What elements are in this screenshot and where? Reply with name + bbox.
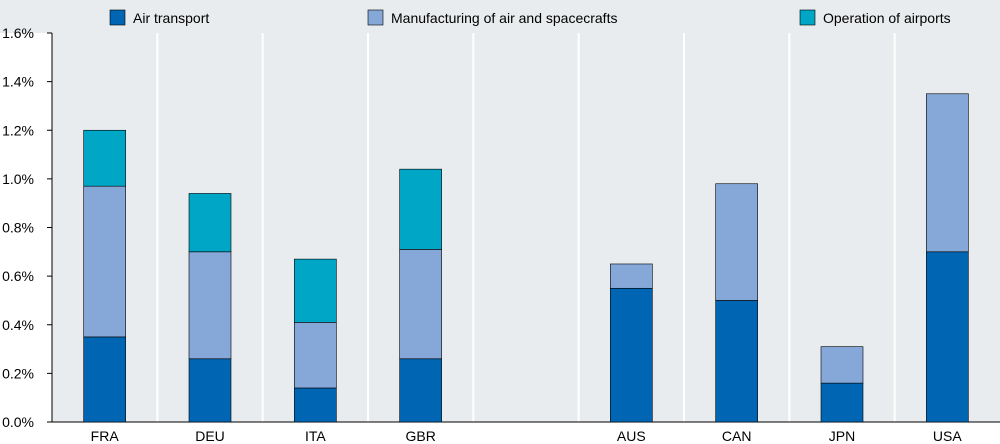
bar-aus-series-1 [610,287,653,423]
x-tick-label-jpn: JPN [829,428,855,444]
bar-usa-series-2 [926,93,969,253]
bar-can-series-2 [715,183,758,301]
bar-usa-series-1 [926,251,969,423]
bar-aus-series-2 [610,263,653,289]
bar-fra-series-1 [83,336,126,423]
y-tick-label: 1.2% [2,122,34,138]
bar-ita-series-2 [294,322,337,389]
bar-gbr-series-2 [399,249,442,360]
legend-background [0,0,1000,33]
y-tick-label: 0.6% [2,268,34,284]
bar-can-series-1 [715,300,758,423]
y-tick-label: 0.0% [2,414,34,430]
bar-jpn-series-1 [820,382,864,423]
bar-deu-series-2 [188,251,232,360]
bar-fra-series-2 [83,185,126,338]
bar-gbr-series-1 [399,358,442,423]
x-tick-label-ita: ITA [305,428,326,444]
legend-label-3: Operation of airports [823,10,951,26]
y-tick-label: 1.4% [2,74,34,90]
x-tick-label-can: CAN [722,428,752,444]
y-tick-label: 1.0% [2,171,34,187]
bar-fra-series-3 [83,129,126,187]
bar-deu-series-3 [188,193,232,253]
x-tick-label-gbr: GBR [405,428,435,444]
x-tick-label-fra: FRA [91,428,120,444]
bar-jpn-series-2 [820,346,864,384]
x-tick-label-deu: DEU [195,428,225,444]
legend-label-2: Manufacturing of air and spacecrafts [391,10,617,26]
y-tick-label: 0.8% [2,220,34,236]
legend-swatch-3 [799,9,816,26]
legend-label-1: Air transport [133,10,209,26]
legend-swatch-2 [367,9,384,26]
bar-ita-series-1 [294,387,337,423]
x-tick-label-aus: AUS [617,428,646,444]
y-tick-label: 1.6% [2,25,34,41]
legend-swatch-1 [109,9,126,26]
bar-deu-series-1 [188,358,232,423]
bar-ita-series-3 [294,258,337,323]
bar-gbr-series-3 [399,168,442,250]
y-tick-label: 0.4% [2,317,34,333]
y-tick-label: 0.2% [2,365,34,381]
x-tick-label-usa: USA [933,428,962,444]
